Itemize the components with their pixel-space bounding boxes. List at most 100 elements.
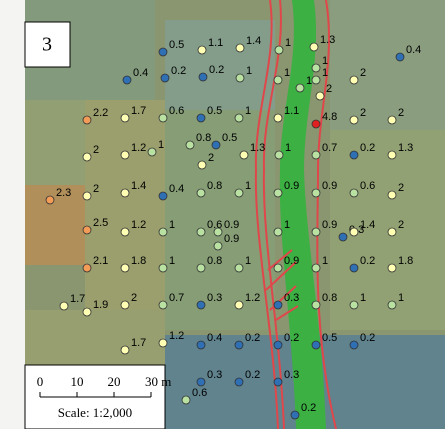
point-label: 0.9	[322, 180, 337, 192]
point	[311, 119, 321, 129]
point-label: 1	[245, 105, 251, 117]
point-label: 1.2	[245, 292, 260, 304]
point	[387, 227, 397, 237]
point-label: 1.2	[131, 142, 146, 154]
point-label: 2	[360, 67, 366, 79]
point	[196, 300, 206, 310]
point	[311, 340, 321, 350]
point	[387, 190, 397, 200]
point	[311, 63, 321, 73]
point	[120, 113, 130, 123]
point	[349, 300, 359, 310]
scale-caption: Scale: 1:2,000	[58, 405, 132, 420]
point	[273, 263, 283, 273]
point	[120, 227, 130, 237]
point-label: 1.3	[320, 34, 335, 46]
point	[122, 75, 132, 85]
point-label: 1.3	[398, 142, 413, 154]
point-label: 0.4	[133, 67, 148, 79]
point	[82, 263, 92, 273]
point-label: 0.6	[192, 387, 207, 399]
point	[234, 188, 244, 198]
panel-label-box	[24, 21, 71, 68]
point-label: 1.4	[246, 35, 261, 47]
point-label: 1	[245, 255, 251, 267]
point	[158, 300, 168, 310]
point	[120, 345, 130, 355]
point-label: 0.7	[322, 142, 337, 154]
point	[82, 307, 92, 317]
point-label: 1.7	[70, 293, 85, 305]
point	[239, 150, 249, 160]
point-label: 0.7	[169, 292, 184, 304]
point-label: 0.5	[322, 332, 337, 344]
scale-tick-label: 0	[37, 374, 44, 389]
point-label: 1.9	[93, 299, 108, 311]
point-label: 2.3	[56, 187, 71, 199]
point-label: 2	[93, 144, 99, 156]
point-label: 2	[398, 219, 404, 231]
point-label: 0.2	[360, 332, 375, 344]
point	[196, 263, 206, 273]
point	[82, 115, 92, 125]
point	[158, 47, 168, 57]
panel-label: 3	[42, 34, 52, 56]
point	[234, 300, 244, 310]
point	[349, 150, 359, 160]
point	[120, 300, 130, 310]
point	[160, 73, 170, 83]
point	[387, 115, 397, 125]
point	[196, 188, 206, 198]
point-label: 2	[93, 183, 99, 195]
point-label: 1	[285, 142, 291, 154]
point-label: 0.4	[406, 44, 421, 56]
point-label: 1.8	[398, 255, 413, 267]
point-label: 0.4	[169, 183, 184, 195]
point	[120, 188, 130, 198]
point	[158, 263, 168, 273]
point-label: 0.2	[245, 332, 260, 344]
point	[147, 147, 157, 157]
point-label: 1	[360, 292, 366, 304]
point-label: 1.4	[360, 219, 375, 231]
point-label: 4.8	[322, 111, 337, 123]
point	[311, 150, 321, 160]
point-label: 2	[398, 107, 404, 119]
point-label: 1.4	[131, 180, 146, 192]
point	[82, 152, 92, 162]
point	[211, 140, 221, 150]
point	[235, 73, 245, 83]
point	[349, 340, 359, 350]
point-label: 0.9	[224, 219, 239, 231]
point	[349, 115, 359, 125]
point-label: 0.9	[284, 180, 299, 192]
point	[158, 191, 168, 201]
point	[349, 227, 359, 237]
point	[158, 338, 168, 348]
point	[387, 263, 397, 273]
point	[213, 241, 223, 251]
point-label: 2	[131, 292, 137, 304]
point	[234, 113, 244, 123]
point	[290, 410, 300, 420]
point	[185, 140, 195, 150]
point-label: 2	[208, 152, 214, 164]
point-label: 0.6	[360, 180, 375, 192]
point-label: 0.5	[169, 39, 184, 51]
point	[181, 395, 191, 405]
point-label: 0.6	[169, 105, 184, 117]
point-label: 1	[322, 55, 328, 67]
point	[234, 340, 244, 350]
point	[315, 91, 325, 101]
point	[45, 195, 55, 205]
point	[338, 232, 348, 242]
point-label: 0.5	[222, 132, 237, 144]
grid-cells	[25, 0, 445, 429]
point-label: 0.9	[284, 255, 299, 267]
point	[349, 75, 359, 85]
point-label: 2	[360, 107, 366, 119]
point-label: 1.1	[284, 105, 299, 117]
point	[158, 227, 168, 237]
point-label: 1	[245, 180, 251, 192]
point	[273, 75, 283, 85]
